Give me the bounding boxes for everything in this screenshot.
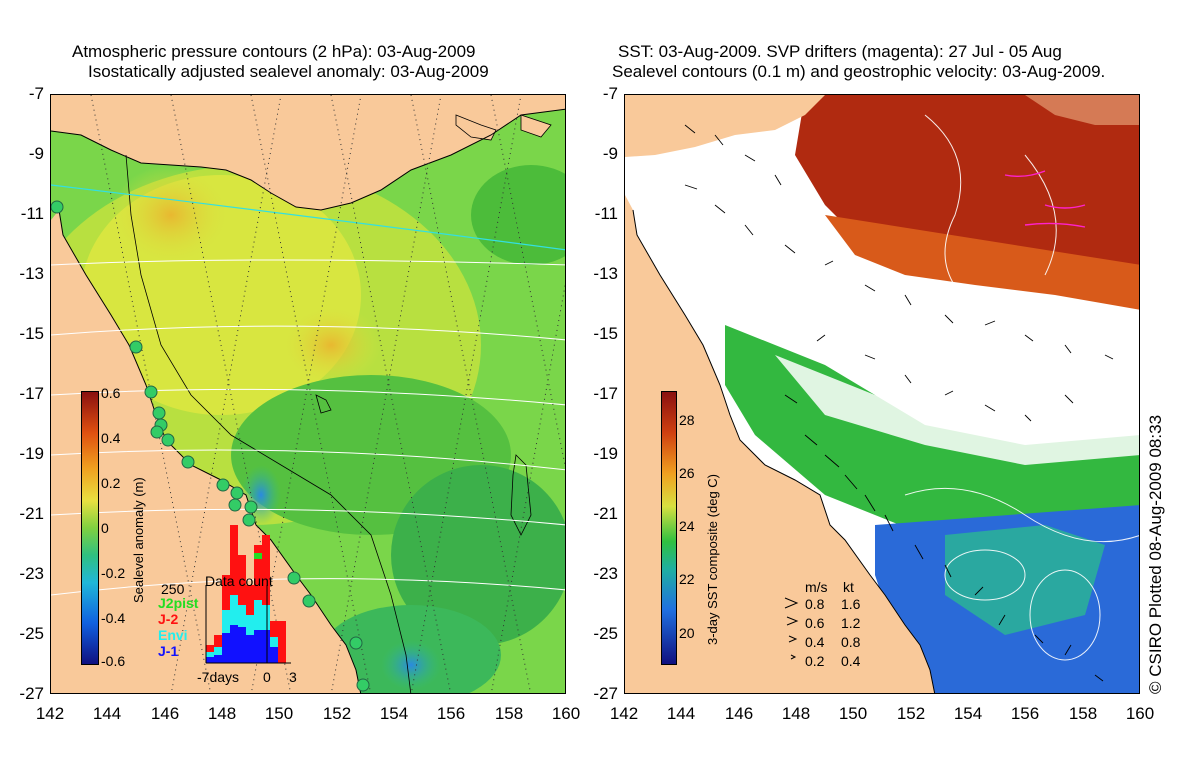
right-lon-tick-2: 146 xyxy=(724,704,754,723)
sst-colorbar xyxy=(661,391,677,665)
velocity-legend-kt-3: 0.4 xyxy=(841,653,861,669)
sla-map-graphic xyxy=(51,95,565,693)
sla-cbar-tick-6: -0.6 xyxy=(101,653,126,669)
sst-cbar-tick-2: 24 xyxy=(679,518,695,534)
histogram-max-label: 250 xyxy=(161,581,185,597)
right-title-line1: SST: 03-Aug-2009. SVP drifters (magenta)… xyxy=(618,42,1062,61)
sla-cbar-tick-3: 0 xyxy=(101,520,109,536)
right-lon-tick-5: 152 xyxy=(896,704,926,723)
left-title-line2: Isostatically adjusted sealevel anomaly:… xyxy=(88,62,489,81)
right-lat-tick-6: -19 xyxy=(593,444,618,463)
histogram-legend-0: J2pist xyxy=(158,595,199,611)
velocity-legend-ms-3: 0.2 xyxy=(805,653,825,669)
sst-colorbar-label: 3-day SST composite (deg C) xyxy=(705,474,720,645)
right-lon-tick-0: 142 xyxy=(609,704,639,723)
left-lon-tick-0: 142 xyxy=(35,704,65,723)
left-lat-tick-3: -13 xyxy=(19,264,44,283)
left-title-line1: Atmospheric pressure contours (2 hPa): 0… xyxy=(72,42,476,61)
histogram-xlabel-2: 3 xyxy=(289,669,297,685)
left-lon-tick-8: 158 xyxy=(494,704,524,723)
left-lon-tick-3: 148 xyxy=(207,704,237,723)
sla-cbar-tick-2: 0.2 xyxy=(101,475,121,491)
right-lat-tick-5: -17 xyxy=(593,384,618,403)
right-title-line2: Sealevel contours (0.1 m) and geostrophi… xyxy=(612,62,1106,81)
right-lat-tick-4: -15 xyxy=(593,324,618,343)
sst-cbar-tick-3: 22 xyxy=(679,571,695,587)
left-lon-tick-7: 156 xyxy=(436,704,466,723)
left-lat-tick-4: -15 xyxy=(19,324,44,343)
sst-cbar-tick-0: 28 xyxy=(679,412,695,428)
histogram-legend-1: J-2 xyxy=(158,611,179,627)
sla-cbar-tick-5: -0.4 xyxy=(101,610,126,626)
velocity-legend-kt-2: 0.8 xyxy=(841,634,861,650)
left-lat-tick-1: -9 xyxy=(28,144,44,163)
left-lat-tick-5: -17 xyxy=(19,384,44,403)
left-lat-tick-10: -27 xyxy=(19,684,44,703)
sst-cbar-tick-4: 20 xyxy=(679,625,695,641)
right-lon-tick-7: 156 xyxy=(1010,704,1040,723)
data-count-histogram xyxy=(205,525,291,664)
sst-cbar-tick-1: 26 xyxy=(679,465,695,481)
left-lat-tick-2: -11 xyxy=(20,204,44,223)
histogram-xlabel-1: 0 xyxy=(263,669,271,685)
right-lon-tick-8: 158 xyxy=(1068,704,1098,723)
histogram-title: Data count xyxy=(205,573,273,589)
right-lat-tick-3: -13 xyxy=(593,264,618,283)
sla-colorbar xyxy=(81,391,99,665)
velocity-legend-kt-0: 1.6 xyxy=(841,596,861,612)
left-lat-tick-7: -21 xyxy=(19,504,44,523)
sla-cbar-tick-0: 0.6 xyxy=(101,385,121,401)
left-lat-tick-8: -23 xyxy=(19,564,44,583)
sealevel-anomaly-map[interactable]: 0.6 0.4 0.2 0 -0.2 -0.4 -0.6 Sealevel an… xyxy=(50,94,566,694)
sst-map-graphic xyxy=(625,95,1139,693)
sla-colorbar-label: Sealevel anomaly (m) xyxy=(131,477,146,603)
left-lon-tick-1: 144 xyxy=(92,704,122,723)
left-lat-tick-0: -7 xyxy=(28,84,44,103)
velocity-legend-ms-0: 0.8 xyxy=(805,596,825,612)
sla-cbar-tick-1: 0.4 xyxy=(101,430,121,446)
left-lat-tick-6: -19 xyxy=(19,444,44,463)
histogram-legend-3: J-1 xyxy=(158,643,179,659)
right-lon-tick-3: 148 xyxy=(781,704,811,723)
sst-map[interactable]: 28 26 24 22 20 3-day SST composite (deg … xyxy=(624,94,1140,694)
histogram-legend-2: Envi xyxy=(158,627,188,643)
velocity-legend-header-ms: m/s xyxy=(805,579,828,595)
velocity-legend-ms-1: 0.6 xyxy=(805,615,825,631)
histogram-xlabel-0: -7days xyxy=(197,669,240,685)
velocity-arrows xyxy=(684,124,1114,682)
velocity-legend-header-kt: kt xyxy=(843,579,854,595)
right-lat-tick-1: -9 xyxy=(602,144,618,163)
left-lon-tick-4: 150 xyxy=(264,704,294,723)
right-lon-tick-1: 144 xyxy=(666,704,696,723)
credit-text: © CSIRO Plotted 08-Aug-2009 08:33 xyxy=(1146,414,1165,694)
left-lon-tick-6: 154 xyxy=(379,704,409,723)
left-lon-tick-5: 152 xyxy=(322,704,352,723)
left-lon-tick-9: 160 xyxy=(551,704,581,723)
right-lat-tick-8: -23 xyxy=(593,564,618,583)
right-lon-tick-4: 150 xyxy=(838,704,868,723)
left-lat-tick-9: -25 xyxy=(19,624,44,643)
right-lat-tick-2: -11 xyxy=(594,204,618,223)
velocity-legend-ms-2: 0.4 xyxy=(805,634,825,650)
sla-cbar-tick-4: -0.2 xyxy=(101,565,126,581)
left-lon-tick-2: 146 xyxy=(150,704,180,723)
right-lat-tick-9: -25 xyxy=(593,624,618,643)
right-lat-tick-0: -7 xyxy=(602,84,618,103)
right-lon-tick-9: 160 xyxy=(1125,704,1155,723)
right-lon-tick-6: 154 xyxy=(953,704,983,723)
right-lat-tick-7: -21 xyxy=(593,504,618,523)
velocity-legend-kt-1: 1.2 xyxy=(841,615,861,631)
right-lat-tick-10: -27 xyxy=(593,684,618,703)
